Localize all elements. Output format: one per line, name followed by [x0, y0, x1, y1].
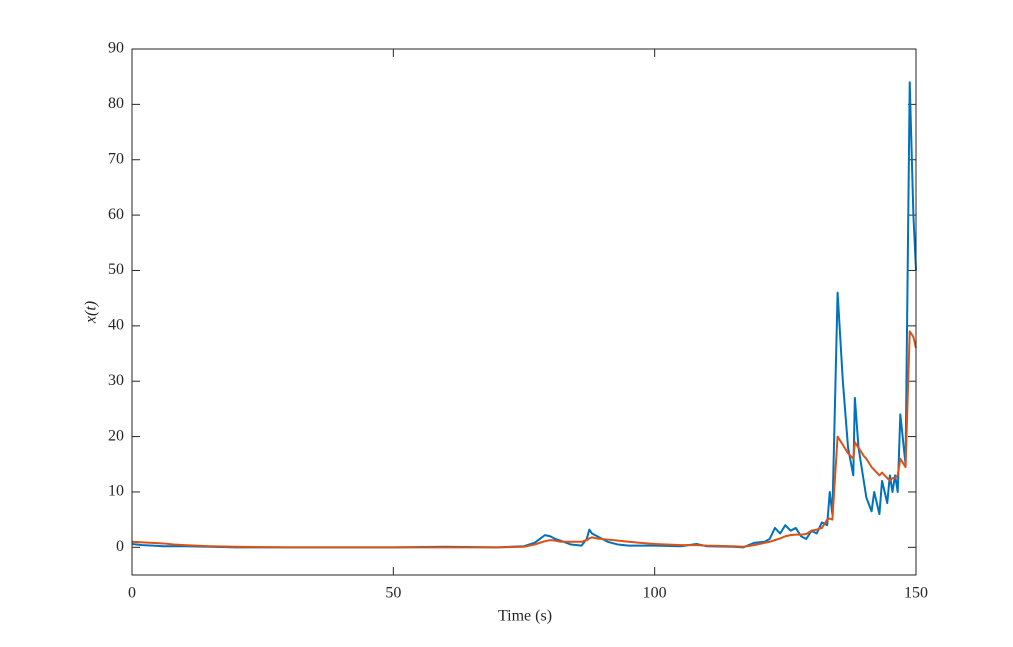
y-tick-label: 90	[108, 40, 124, 57]
y-tick-label: 30	[108, 372, 124, 389]
x-tick-label: 100	[643, 585, 667, 602]
y-tick-label: 0	[116, 538, 124, 555]
y-tick-label: 10	[108, 483, 124, 500]
x-tick-label: 150	[904, 585, 928, 602]
x-tick-label: 50	[385, 585, 401, 602]
line-series	[131, 330, 917, 549]
y-tick-label: 60	[108, 206, 124, 223]
y-tick-label: 20	[108, 427, 124, 444]
x-axis-label: Time (s)	[498, 608, 552, 625]
x-tick-label: 0	[128, 585, 136, 602]
plot-frame	[131, 48, 917, 576]
y-tick-label: 40	[108, 317, 124, 334]
y-tick-label: 70	[108, 150, 124, 167]
y-tick-label: 80	[108, 95, 124, 112]
y-axis-label: x(t)	[83, 301, 100, 324]
y-tick-label: 50	[108, 261, 124, 278]
